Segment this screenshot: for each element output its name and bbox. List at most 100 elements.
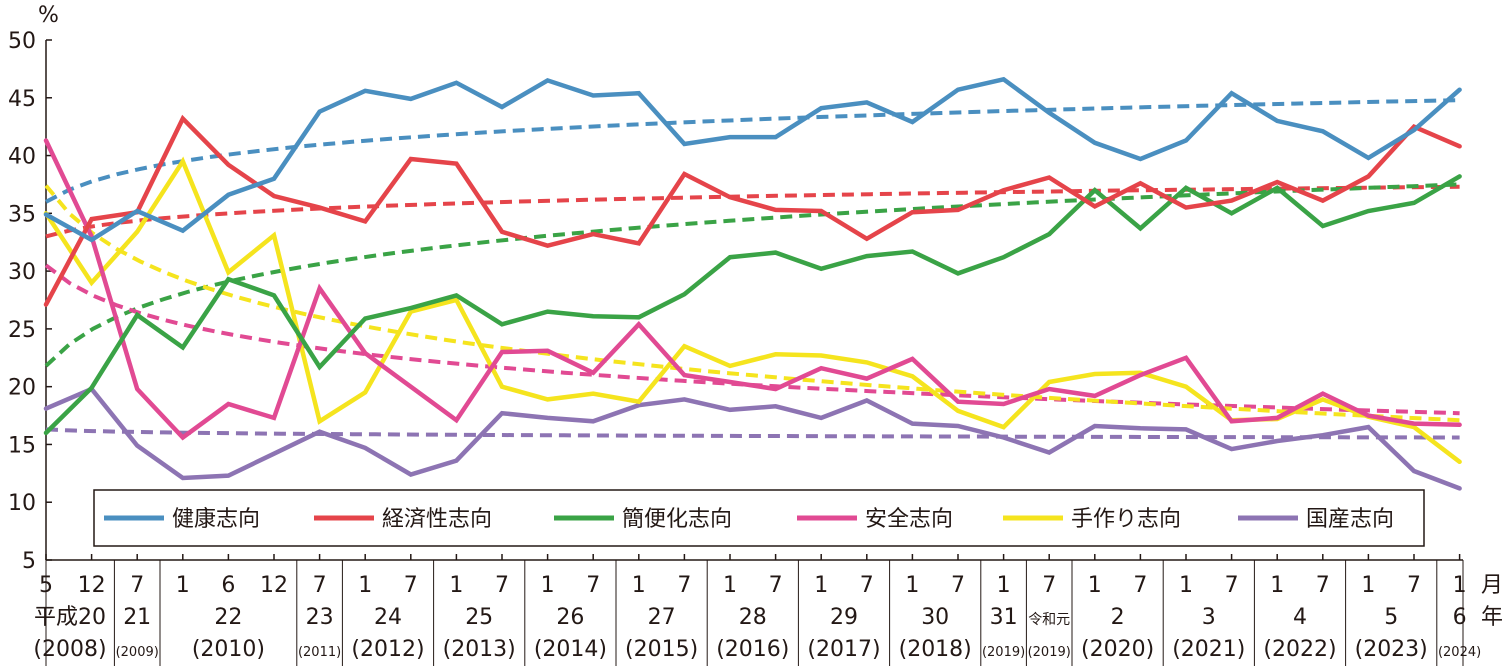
y-axis: 5 10 15 20 25 30 35 40 45 50% <box>8 3 59 574</box>
trend-line-1 <box>45 184 1460 239</box>
x-month-label: 1 <box>1453 573 1467 598</box>
series-line-2 <box>43 174 1462 436</box>
x-year-label: 5 <box>1384 605 1398 630</box>
x-month-label: 1 <box>723 573 737 598</box>
legend-label: 手作り志向 <box>1071 507 1181 532</box>
x-month-label: 1 <box>1088 573 1102 598</box>
x-era-year-label: (2014) <box>534 637 607 662</box>
x-month-label: 1 <box>1361 573 1375 598</box>
x-year-label: 28 <box>739 605 767 630</box>
x-month-label: 7 <box>1042 573 1056 598</box>
x-year-label: 26 <box>556 605 584 630</box>
x-month-label: 7 <box>1225 573 1239 598</box>
x-year-label: 3 <box>1202 605 1216 630</box>
y-tick-label: 15 <box>8 433 36 458</box>
series-line-4 <box>43 156 1462 465</box>
x-month-label: 1 <box>632 573 646 598</box>
legend-label: 経済性志向 <box>382 507 492 532</box>
x-month-label: 12 <box>78 573 106 598</box>
x-era-year-label: (2015) <box>625 637 698 662</box>
legend-label: 国産志向 <box>1306 507 1394 532</box>
x-year-label: 21 <box>123 605 151 630</box>
x-month-label: 7 <box>677 573 691 598</box>
x-era-year-label: (2019) <box>982 645 1025 660</box>
x-month-label: 7 <box>951 573 965 598</box>
x-era-year-label: (2022) <box>1263 637 1336 662</box>
x-era-year-label: (2020) <box>1081 637 1154 662</box>
y-tick-label: 5 <box>22 549 36 574</box>
x-year-label: 31 <box>990 605 1018 630</box>
legend-box <box>93 489 1425 547</box>
x-era-year-label: (2019) <box>1028 645 1071 660</box>
x-month-label: 6 <box>221 573 235 598</box>
x-era-year-label: (2011) <box>298 645 341 660</box>
x-month-label: 7 <box>495 573 509 598</box>
x-era-year-label: (2016) <box>716 637 789 662</box>
x-era-year-label: (2023) <box>1355 637 1428 662</box>
x-era-year-label: (2010) <box>192 637 265 662</box>
x-era-year-label: (2021) <box>1172 637 1245 662</box>
x-era-year-label: (2008) <box>33 637 106 662</box>
x-month-label: 7 <box>1133 573 1147 598</box>
y-tick-label: 50 <box>8 29 36 54</box>
y-tick-label: 20 <box>8 376 36 401</box>
y-tick-label: 40 <box>8 145 36 170</box>
x-month-label: 7 <box>769 573 783 598</box>
x-month-label: 1 <box>1179 573 1193 598</box>
x-era-year-label: (2017) <box>807 637 880 662</box>
x-year-label: 4 <box>1293 605 1307 630</box>
x-month-label: 7 <box>860 573 874 598</box>
x-year-label: 令和元 <box>1028 612 1070 628</box>
y-tick-label: 10 <box>8 491 36 516</box>
x-year-label: 23 <box>306 605 334 630</box>
y-unit-label: % <box>38 3 59 28</box>
x-month-label: 1 <box>358 573 372 598</box>
series-line-3 <box>43 138 1462 441</box>
x-year-label: 25 <box>465 605 493 630</box>
y-tick-label: 25 <box>8 318 36 343</box>
x-month-label: 1 <box>905 573 919 598</box>
x-month-label: 7 <box>313 573 327 598</box>
legend-label: 健康志向 <box>172 507 260 532</box>
x-month-label: 7 <box>404 573 418 598</box>
x-month-label: 1 <box>1270 573 1284 598</box>
x-month-label: 1 <box>541 573 555 598</box>
series-line-1 <box>43 114 1462 307</box>
x-month-label: 12 <box>260 573 288 598</box>
x-axis: 5 12 7 1 6 12 7 1 7 1 7 1 7 1 7 1 7 1 7 1 7 1 7 1 7 1 7 1 7 1 7 1 平成20 (2… <box>33 554 1503 666</box>
x-month-label: 7 <box>1407 573 1421 598</box>
y-tick-label: 30 <box>8 260 36 285</box>
series-line-5 <box>43 386 1462 491</box>
x-month-label: 1 <box>997 573 1011 598</box>
x-year-unit: 年 <box>1481 605 1503 630</box>
series-line-0 <box>43 76 1462 243</box>
x-month-label: 7 <box>586 573 600 598</box>
x-year-label: 27 <box>648 605 676 630</box>
x-era-year-label: (2012) <box>351 637 424 662</box>
x-month-label: 1 <box>814 573 828 598</box>
x-era-year-label: (2018) <box>899 637 972 662</box>
x-month-unit: 月 <box>1481 573 1503 598</box>
x-year-label: 24 <box>374 605 402 630</box>
legend: 健康志向 経済性志向 簡便化志向 安全志向 手作り志向 国産志向 <box>93 489 1425 547</box>
x-month-label: 1 <box>449 573 463 598</box>
x-year-label: 6 <box>1453 605 1467 630</box>
trend-line-5 <box>45 427 1460 440</box>
x-year-label: 30 <box>921 605 949 630</box>
series-lines <box>43 76 1462 491</box>
x-era-year-label: (2024) <box>1438 645 1481 660</box>
x-month-label: 7 <box>1316 573 1330 598</box>
x-year-label: 平成20 <box>34 605 106 630</box>
x-month-label: 7 <box>130 573 144 598</box>
x-year-label: 29 <box>830 605 858 630</box>
legend-label: 安全志向 <box>865 507 953 532</box>
x-year-label: 2 <box>1111 605 1125 630</box>
trend-line-0 <box>45 98 1460 204</box>
x-era-year-label: (2009) <box>116 645 159 660</box>
x-era-year-label: (2013) <box>443 637 516 662</box>
y-tick-label: 45 <box>8 87 36 112</box>
y-tick-label: 35 <box>8 202 36 227</box>
x-year-label: 22 <box>214 605 242 630</box>
x-month-label: 1 <box>176 573 190 598</box>
